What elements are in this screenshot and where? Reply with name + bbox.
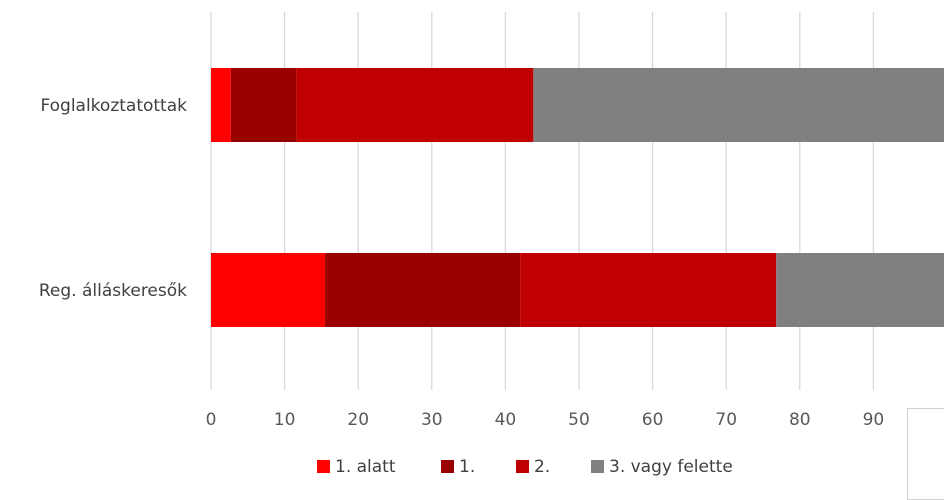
legend-swatch [441,460,454,473]
x-axis-tick-labels: 0 10 20 30 40 50 60 70 80 90 [206,410,885,430]
bar-segment-0-2 [296,68,534,142]
category-label: Reg. álláskeresők [39,281,187,301]
legend-swatch [591,460,604,473]
legend-label: 1. alatt [335,457,396,477]
bar-segment-1-3 [776,253,944,327]
category-label: Foglalkoztatottak [40,96,187,116]
category-labels: Foglalkoztatottak Reg. álláskeresők [39,96,187,301]
x-tick-label: 10 [274,410,296,430]
legend-label: 3. vagy felette [609,457,733,477]
x-tick-label: 0 [206,410,217,430]
legend: 1. alatt 1. 2. 3. vagy felette [317,457,733,477]
legend-swatch [516,460,529,473]
x-tick-label: 80 [789,410,811,430]
stacked-bar-chart: Foglalkoztatottak Reg. álláskeresők 0 10 20… [39,12,944,477]
bar-segment-0-0 [211,68,231,142]
x-tick-label: 70 [715,410,737,430]
x-tick-label: 20 [347,410,369,430]
bar-segment-0-3 [533,68,944,142]
legend-label: 1. [459,457,475,477]
bar-segment-1-0 [211,253,326,327]
bar-segment-1-2 [520,253,777,327]
legend-swatch [317,460,330,473]
legend-label: 2. [534,457,550,477]
bar-segment-1-1 [325,253,521,327]
chart-element-box [907,408,944,500]
x-tick-label: 30 [421,410,443,430]
x-tick-label: 40 [495,410,517,430]
bars [211,68,944,327]
x-tick-label: 50 [568,410,590,430]
x-tick-label: 60 [642,410,664,430]
bar-segment-0-1 [230,68,297,142]
x-tick-label: 90 [863,410,885,430]
